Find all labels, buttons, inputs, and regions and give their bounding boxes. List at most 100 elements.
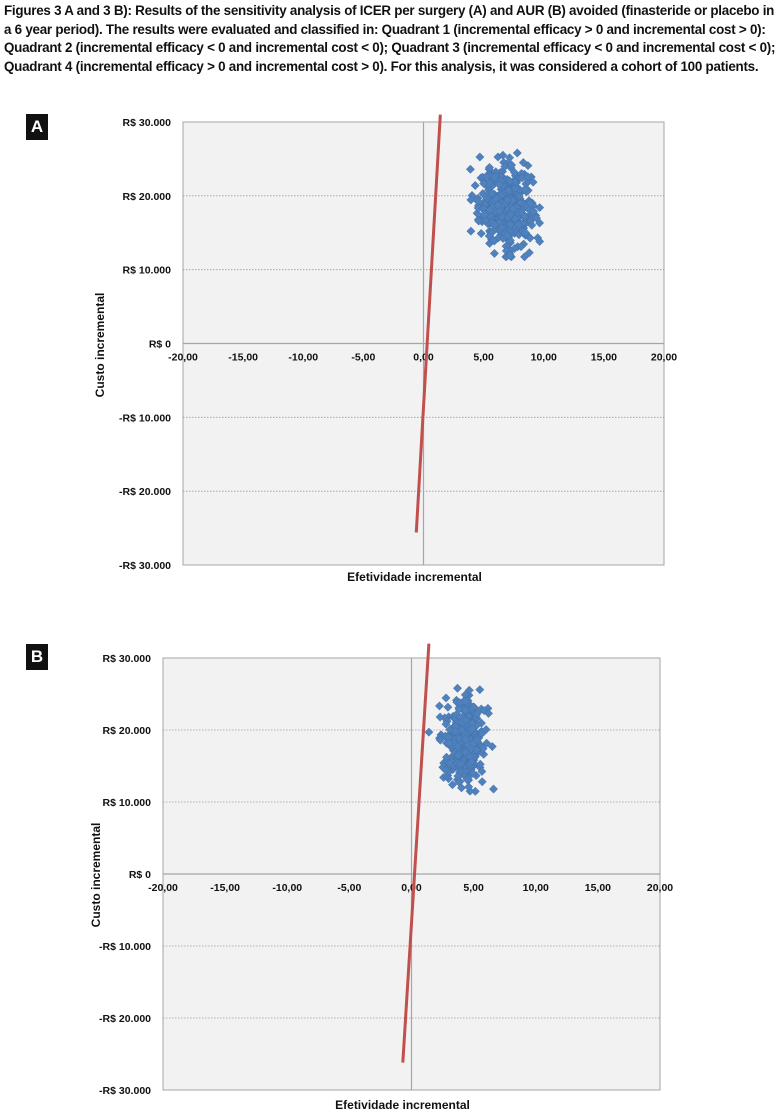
data-point: [484, 708, 494, 718]
caption-line: Quadrant 4 (incremental efficacy > 0 and…: [4, 58, 759, 74]
data-point: [519, 212, 529, 221]
x-axis-title: Efetividade incremental: [335, 1098, 470, 1112]
panel-label-a: A: [26, 114, 48, 140]
data-point: [497, 212, 507, 222]
data-point: [482, 738, 492, 748]
data-point: [468, 724, 478, 734]
data-point: [525, 198, 535, 208]
data-point: [520, 184, 530, 194]
y-tick-label: R$ 30.000: [103, 653, 152, 665]
data-point: [453, 750, 463, 760]
data-point: [514, 191, 524, 201]
data-point: [502, 230, 512, 240]
data-point: [476, 229, 486, 238]
data-point: [480, 216, 490, 226]
data-point: [441, 765, 451, 775]
data-point: [505, 176, 515, 186]
data-point: [475, 152, 485, 162]
scatter-chart-a: -R$ 30.000 -R$ 20.000 -R$ 10.000 R$ 0 R$ 10.…: [93, 114, 677, 584]
data-point: [441, 693, 451, 703]
x-tick-label: 0,00: [401, 882, 422, 894]
figure-caption: Figures 3 A and 3 B): Results of the sen…: [4, 2, 778, 76]
data-point: [523, 172, 533, 182]
data-point: [505, 153, 515, 163]
threshold-line: [414, 114, 442, 533]
data-point: [466, 744, 476, 754]
x-tick-label: 5,00: [463, 882, 484, 894]
x-tick-label: 20,00: [647, 882, 673, 894]
threshold-line: [401, 643, 431, 1063]
data-point: [472, 196, 482, 205]
data-point: [529, 206, 539, 216]
y-tick-label: R$ 10.000: [103, 797, 152, 809]
x-tick-label: -20,00: [148, 882, 178, 894]
data-point: [481, 172, 491, 182]
data-point: [503, 195, 512, 205]
data-point: [461, 747, 471, 757]
caption-line: Quadrant 2 (incremental efficacy < 0 and…: [4, 40, 776, 55]
x-tick-label: -10,00: [288, 352, 318, 364]
data-point: [489, 248, 499, 258]
data-point: [443, 702, 453, 712]
x-tick-label: 15,00: [591, 352, 617, 364]
y-tick-label: -R$ 30.000: [119, 560, 171, 572]
data-point: [519, 217, 529, 227]
data-point: [505, 251, 515, 261]
x-tick-label: -15,00: [228, 352, 258, 364]
data-point: [441, 719, 451, 729]
data-point: [521, 228, 531, 238]
x-tick-label: -20,00: [168, 352, 198, 364]
data-point: [452, 683, 462, 693]
data-point: [487, 742, 497, 752]
y-tick-label: -R$ 20.000: [119, 486, 171, 498]
data-point: [472, 709, 482, 719]
data-point: [475, 685, 485, 695]
x-tick-label: 15,00: [585, 882, 611, 894]
data-point: [535, 203, 545, 213]
data-point: [475, 759, 485, 769]
data-point: [444, 738, 454, 748]
panel-label-b: B: [26, 644, 48, 670]
data-point: [424, 727, 434, 737]
y-axis-title: Custo incremental: [89, 823, 103, 928]
data-point: [468, 768, 478, 778]
data-point: [448, 780, 457, 790]
x-tick-label: -10,00: [272, 882, 302, 894]
data-point: [489, 784, 498, 794]
data-point: [455, 734, 465, 743]
data-point: [464, 685, 474, 695]
data-point: [498, 150, 508, 160]
y-tick-label: -R$ 10.000: [99, 941, 151, 953]
data-point: [490, 172, 500, 182]
x-axis-title: Efetividade incremental: [347, 570, 482, 584]
data-point: [478, 744, 488, 754]
y-tick-label: -R$ 20.000: [99, 1013, 151, 1025]
data-point: [493, 200, 503, 210]
data-point: [503, 185, 513, 195]
data-point: [518, 158, 528, 168]
data-point: [494, 180, 504, 190]
data-point: [485, 162, 494, 172]
data-point: [510, 183, 520, 193]
y-tick-label: R$ 0: [129, 869, 151, 881]
data-point: [467, 757, 477, 767]
data-point: [474, 216, 484, 226]
data-point: [435, 735, 445, 745]
data-point: [465, 164, 475, 174]
data-point: [445, 725, 455, 735]
data-point: [508, 204, 518, 214]
data-point: [460, 705, 470, 715]
data-point: [456, 783, 466, 793]
y-tick-label: -R$ 30.000: [99, 1085, 151, 1097]
x-tick-label: 20,00: [651, 352, 677, 364]
y-tick-label: R$ 20.000: [123, 191, 172, 203]
data-point: [457, 725, 467, 735]
y-tick-label: R$ 0: [149, 339, 171, 351]
data-point: [506, 160, 516, 170]
data-point: [468, 702, 478, 712]
data-point: [435, 712, 445, 722]
data-point: [512, 148, 522, 158]
x-tick-label: -5,00: [351, 352, 375, 364]
data-point: [535, 236, 545, 246]
x-tick-label: 10,00: [523, 882, 549, 894]
